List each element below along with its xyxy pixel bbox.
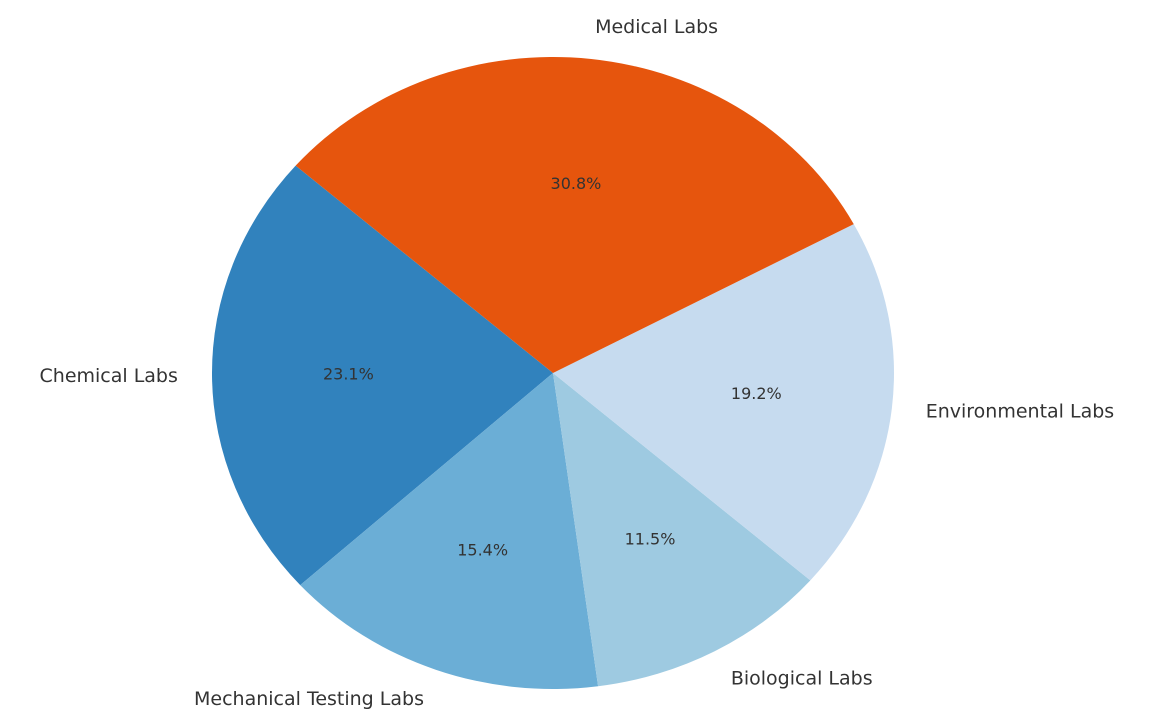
pie-slice	[553, 373, 811, 687]
slice-label: Chemical Labs	[40, 365, 178, 387]
pie-slice	[553, 224, 894, 581]
percent-label: 19.2%	[731, 384, 782, 403]
slice-label: Environmental Labs	[926, 400, 1114, 422]
slice-label: Mechanical Testing Labs	[194, 688, 424, 709]
slice-label: Medical Labs	[595, 16, 718, 38]
percent-label: 23.1%	[323, 364, 374, 383]
percent-label: 30.8%	[551, 174, 602, 193]
slice-label: Biological Labs	[731, 668, 873, 690]
pie-slice	[300, 373, 599, 689]
percent-label: 15.4%	[457, 541, 508, 560]
pie-slice	[212, 165, 554, 586]
pie-slice	[295, 57, 854, 374]
percent-label: 11.5%	[625, 529, 676, 548]
